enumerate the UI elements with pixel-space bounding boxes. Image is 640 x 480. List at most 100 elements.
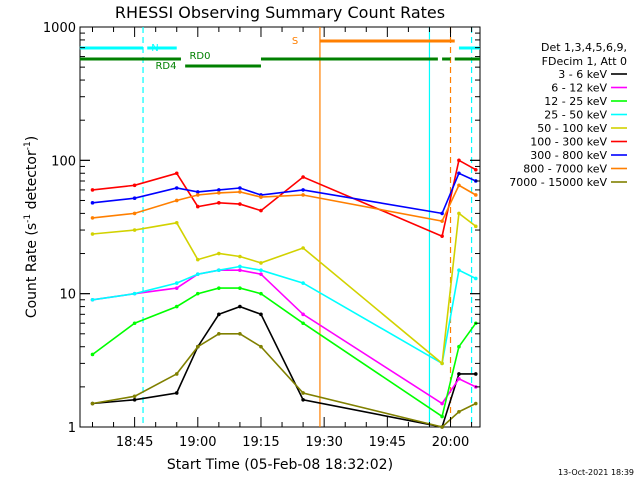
data-point (132, 196, 137, 200)
data-point (174, 186, 179, 190)
data-point (174, 171, 179, 176)
legend-entry-label: 3 - 6 keV (558, 68, 607, 81)
data-point (301, 246, 305, 250)
data-point (457, 158, 461, 163)
flag-label: RD0 (189, 51, 210, 62)
data-point (457, 211, 461, 216)
data-point (473, 372, 478, 376)
data-point (174, 391, 179, 395)
data-point (440, 219, 444, 223)
data-point (132, 228, 137, 232)
series-line (92, 172, 477, 215)
data-point (195, 291, 200, 296)
legend-entry-label: 300 - 800 keV (530, 149, 607, 162)
legend-entry-label: 7000 - 15000 keV (509, 176, 607, 189)
data-point (238, 268, 242, 272)
data-point (132, 211, 137, 216)
y-axis-label: Count Rate (s-1 detector-1) (23, 136, 40, 318)
data-point (217, 286, 221, 290)
data-point (195, 344, 200, 349)
data-series (90, 158, 478, 429)
data-point (259, 268, 263, 272)
data-point (440, 234, 444, 238)
data-point (440, 401, 444, 406)
data-point (238, 254, 242, 259)
legend-entry-label: 25 - 50 keV (544, 109, 607, 122)
x-axis-label: Start Time (05-Feb-08 18:32:02) (167, 457, 393, 473)
data-point (174, 221, 179, 225)
x-axis-ticks: 18:45 19:00 19:15 19:30 19:45 20:00 (91, 27, 473, 450)
data-point (259, 195, 263, 199)
data-point (217, 201, 221, 205)
x-tick-label: 19:45 (369, 435, 406, 450)
data-point (217, 191, 221, 195)
data-point (301, 312, 305, 317)
y-tick-label: 100 (51, 154, 76, 169)
data-point (238, 202, 242, 206)
data-point (457, 410, 461, 414)
series-line (92, 159, 477, 238)
data-point (195, 190, 200, 194)
data-point (238, 286, 242, 290)
legend-header-line-2: FDecim 1, Att 0 (542, 55, 627, 68)
data-point (132, 394, 137, 399)
data-point (132, 321, 137, 326)
legend-entry-label: 800 - 7000 keV (523, 163, 607, 176)
data-point (301, 193, 305, 197)
data-point (174, 304, 179, 309)
data-point (238, 264, 242, 269)
data-point (259, 272, 263, 276)
data-point (90, 401, 95, 406)
data-point (259, 344, 263, 349)
data-point (195, 193, 200, 197)
series-line (92, 305, 476, 428)
legend: Det 1,3,4,5,6,9, FDecim 1, Att 0 3 - 6 k… (509, 41, 627, 189)
data-point (174, 198, 179, 203)
x-tick-label: 19:15 (242, 435, 279, 450)
series-line (92, 211, 477, 365)
y-axis-ticks: 1 10 100 1000 (43, 21, 480, 436)
data-point (90, 188, 95, 192)
x-tick-label: 19:30 (305, 435, 342, 450)
data-point (132, 397, 137, 402)
data-point (238, 186, 242, 190)
data-point (440, 414, 444, 419)
data-point (90, 232, 95, 236)
data-point (457, 376, 461, 381)
data-point (90, 297, 95, 302)
data-point (238, 190, 242, 194)
data-point (301, 188, 305, 192)
flag-label: S (292, 36, 298, 47)
data-point (457, 268, 461, 272)
data-point (473, 401, 478, 406)
legend-entry-label: 12 - 25 keV (544, 95, 607, 108)
data-point (259, 208, 263, 213)
series-line (92, 265, 477, 365)
x-tick-label: 20:00 (432, 435, 469, 450)
data-point (473, 224, 478, 229)
data-point (90, 201, 95, 205)
legend-entry-label: 6 - 12 keV (551, 82, 607, 95)
data-point (440, 361, 444, 366)
legend-entry-label: 100 - 300 keV (530, 136, 607, 149)
data-point (132, 291, 137, 296)
data-point (90, 216, 95, 220)
data-point (174, 286, 179, 290)
flag-bars: N S RD0 RD4 (79, 36, 480, 72)
footer-date: 13-Oct-2021 18:39 (558, 468, 634, 477)
data-point (440, 211, 444, 216)
data-point (301, 391, 305, 395)
data-point (174, 372, 179, 376)
data-point (301, 175, 305, 179)
data-point (473, 167, 478, 172)
data-point (440, 425, 444, 429)
flag-label: N (151, 43, 158, 54)
data-point (259, 312, 263, 317)
data-point (195, 204, 200, 209)
data-point (238, 332, 242, 336)
data-point (195, 272, 200, 276)
data-point (259, 291, 263, 296)
data-point (217, 251, 221, 256)
plot-area-frame (79, 26, 481, 428)
